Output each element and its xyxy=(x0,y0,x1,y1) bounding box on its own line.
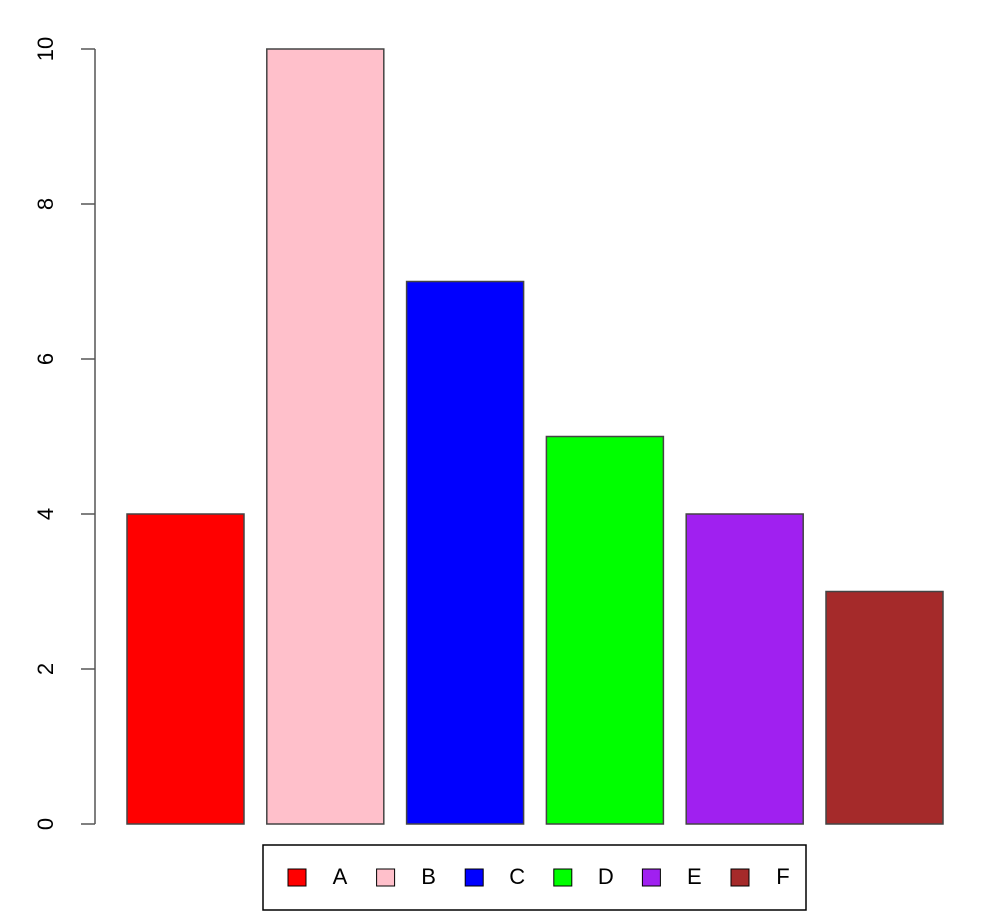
legend-key xyxy=(641,868,661,887)
legend-label: B xyxy=(421,864,436,889)
legend-label: A xyxy=(333,864,348,889)
bar xyxy=(126,513,245,825)
y-tick-label: 10 xyxy=(33,37,58,61)
legend-key xyxy=(376,868,396,887)
bar xyxy=(545,435,665,825)
legend-label: D xyxy=(598,864,614,889)
legend-box xyxy=(262,844,807,911)
bar xyxy=(685,513,804,825)
bar xyxy=(825,590,944,825)
legend-key xyxy=(553,868,573,887)
y-tick-label: 2 xyxy=(33,663,58,675)
legend-key xyxy=(287,868,307,887)
legend-key xyxy=(464,868,484,887)
y-tick-label: 6 xyxy=(33,353,58,365)
legend-label: C xyxy=(509,864,525,889)
y-tick-label: 8 xyxy=(33,198,58,210)
y-tick-label: 4 xyxy=(33,508,58,520)
y-tick-label: 0 xyxy=(33,818,58,830)
legend-key xyxy=(730,868,750,887)
legend-label: E xyxy=(687,864,702,889)
bar xyxy=(405,280,525,825)
bar xyxy=(266,48,385,825)
legend-label: F xyxy=(776,864,789,889)
